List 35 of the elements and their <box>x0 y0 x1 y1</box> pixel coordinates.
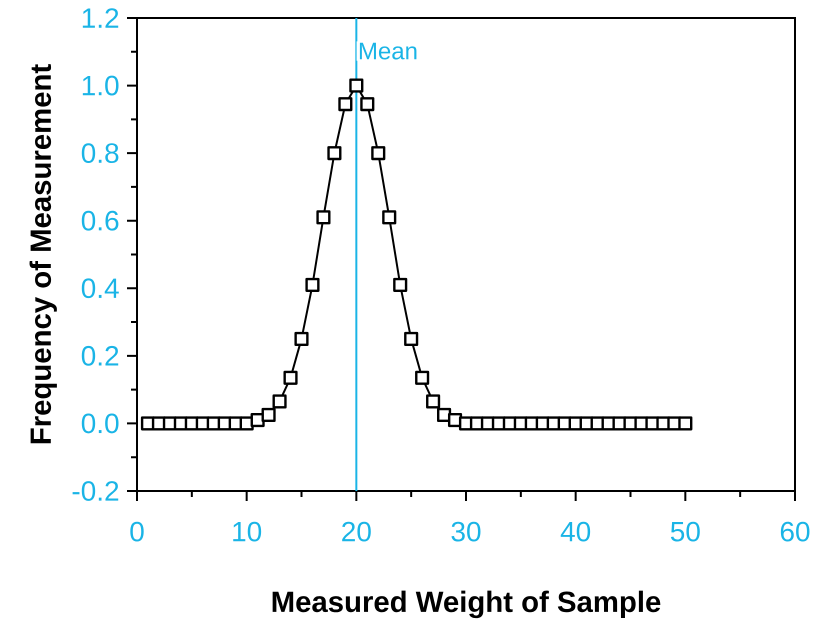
x-axis-title: Measured Weight of Sample <box>272 590 660 618</box>
point <box>294 332 309 346</box>
x-tick-label: 0 <box>130 522 144 542</box>
y-tick-label: 1.2 <box>82 8 118 28</box>
point <box>678 416 692 430</box>
point <box>360 97 374 112</box>
point <box>371 146 386 160</box>
y-tick-label: 0.2 <box>82 346 118 366</box>
x-tick-label: 40 <box>560 522 590 542</box>
y-tick-label: 0.8 <box>82 143 118 164</box>
y-tick-label: 0.0 <box>82 414 119 434</box>
point <box>338 97 352 112</box>
point <box>262 408 276 422</box>
x-tick-label: 60 <box>780 522 810 542</box>
point <box>382 210 396 224</box>
point <box>283 370 298 385</box>
point <box>272 394 287 409</box>
ref-line-label: Mean <box>360 42 416 60</box>
point <box>305 278 320 292</box>
point <box>426 394 440 409</box>
y-tick-label: -0.2 <box>72 481 118 501</box>
point <box>316 210 331 224</box>
point <box>327 146 342 160</box>
y-axis-title: Frequency of Measurement <box>30 64 57 444</box>
y-tick-label: 1.0 <box>82 76 119 96</box>
point <box>404 332 418 346</box>
x-tick-label: 30 <box>451 522 480 542</box>
y-tick-label: 0.6 <box>82 210 118 231</box>
x-tick-label: 20 <box>342 522 371 542</box>
x-tick-label: 10 <box>233 522 262 542</box>
point <box>393 278 408 292</box>
point <box>349 78 364 93</box>
x-tick-label: 50 <box>670 522 700 542</box>
point <box>415 370 430 385</box>
y-tick-label: 0.4 <box>82 278 119 298</box>
